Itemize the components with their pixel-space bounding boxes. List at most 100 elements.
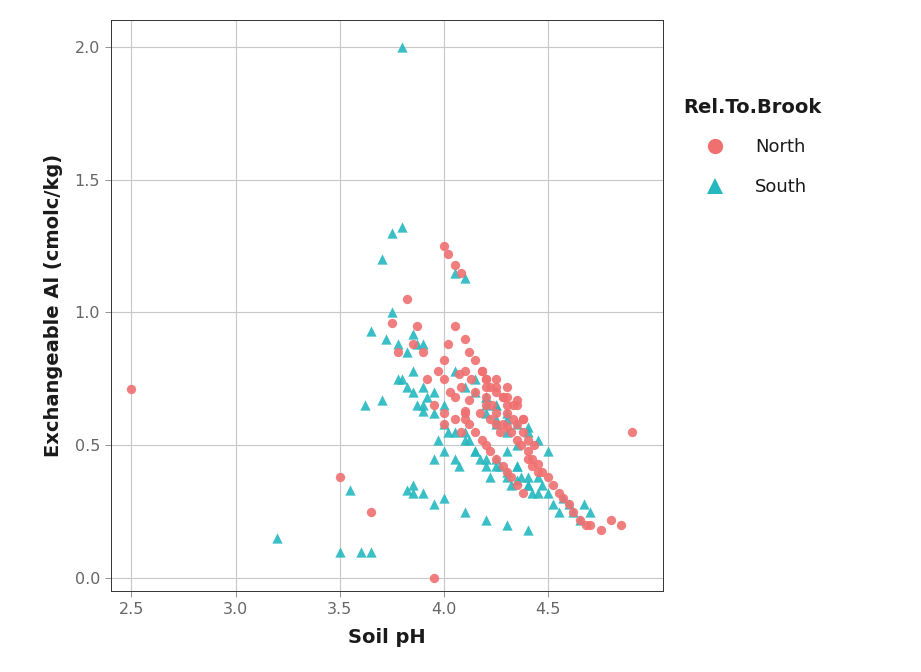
Point: [405, 339, 420, 349]
Point: [479, 400, 494, 411]
Point: [541, 445, 555, 456]
Point: [541, 488, 555, 499]
Point: [495, 461, 510, 472]
Point: [395, 42, 410, 52]
Point: [504, 427, 519, 437]
Point: [572, 514, 587, 525]
Y-axis label: Exchangeable Al (cmolc/kg): Exchangeable Al (cmolc/kg): [44, 154, 64, 458]
Point: [479, 392, 494, 403]
Point: [541, 472, 555, 482]
Point: [499, 427, 514, 437]
Point: [510, 474, 525, 485]
Point: [441, 249, 456, 259]
Point: [510, 440, 525, 451]
Point: [545, 499, 560, 509]
Point: [493, 427, 507, 437]
Point: [385, 227, 400, 238]
Point: [437, 241, 451, 251]
Point: [489, 400, 504, 411]
Point: [416, 400, 431, 411]
Point: [453, 382, 468, 392]
Point: [489, 400, 504, 411]
Point: [468, 386, 483, 397]
Point: [443, 386, 458, 397]
Point: [530, 488, 545, 499]
Point: [416, 347, 431, 358]
Point: [400, 294, 414, 304]
Point: [516, 413, 530, 424]
Point: [464, 374, 479, 384]
Point: [493, 461, 507, 472]
Point: [479, 392, 494, 403]
Point: [489, 382, 504, 392]
Point: [566, 506, 581, 517]
Point: [499, 519, 514, 530]
Point: [448, 392, 462, 403]
Point: [495, 419, 510, 429]
Point: [572, 514, 587, 525]
Point: [400, 347, 414, 358]
Point: [504, 480, 519, 491]
Point: [510, 400, 525, 411]
Point: [400, 485, 414, 496]
Point: [479, 374, 494, 384]
Point: [479, 461, 494, 472]
Point: [479, 374, 494, 384]
Point: [499, 445, 514, 456]
Point: [484, 400, 499, 411]
Point: [552, 488, 566, 499]
Point: [391, 339, 405, 349]
Point: [479, 408, 494, 419]
Point: [448, 259, 462, 270]
Point: [483, 445, 497, 456]
Point: [510, 435, 525, 446]
Point: [524, 453, 539, 464]
Point: [472, 408, 487, 419]
Point: [555, 493, 570, 504]
Point: [499, 421, 514, 432]
Point: [420, 392, 435, 403]
Point: [430, 366, 445, 376]
Point: [474, 366, 489, 376]
Point: [545, 480, 560, 491]
Point: [479, 400, 494, 411]
Point: [499, 466, 514, 477]
Point: [527, 440, 542, 451]
Point: [499, 392, 514, 403]
Point: [495, 392, 510, 403]
Point: [577, 499, 591, 509]
Point: [448, 321, 462, 331]
Point: [506, 413, 520, 424]
Point: [461, 394, 476, 405]
Point: [270, 533, 285, 544]
Point: [458, 272, 472, 283]
Point: [395, 222, 410, 233]
Point: [510, 461, 525, 472]
Point: [420, 374, 435, 384]
Point: [458, 333, 472, 344]
Point: [416, 405, 431, 416]
Point: [499, 400, 514, 411]
Point: [461, 347, 476, 358]
Point: [448, 267, 462, 278]
Point: [479, 453, 494, 464]
Point: [489, 413, 504, 424]
Point: [458, 366, 472, 376]
Point: [468, 445, 483, 456]
Point: [430, 435, 445, 446]
Point: [448, 413, 462, 424]
Point: [520, 421, 535, 432]
Point: [472, 453, 487, 464]
Point: [437, 400, 451, 411]
Point: [405, 488, 420, 499]
Point: [510, 461, 525, 472]
Point: [530, 472, 545, 482]
Point: [479, 392, 494, 403]
Point: [332, 472, 347, 482]
Point: [524, 461, 539, 472]
Point: [510, 480, 525, 491]
Point: [391, 374, 405, 384]
Point: [451, 461, 466, 472]
Point: [535, 466, 550, 477]
Point: [354, 546, 368, 557]
